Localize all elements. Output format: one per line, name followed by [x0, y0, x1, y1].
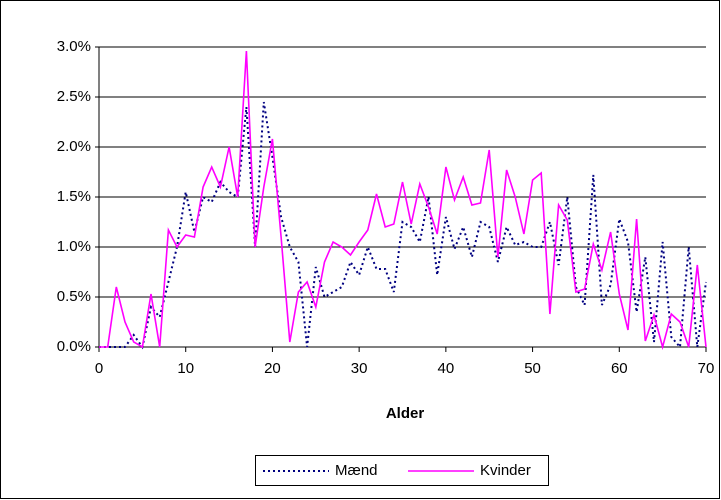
x-tick-label: 10	[177, 360, 194, 377]
series-line	[99, 101, 707, 350]
x-tick-label: 0	[95, 360, 103, 377]
series-line	[99, 50, 707, 351]
y-tick-label: 2.5%	[57, 88, 91, 105]
y-tick-label: 3.0%	[57, 38, 91, 55]
legend-label: Mænd	[335, 462, 378, 479]
legend-label: Kvinder	[480, 462, 531, 479]
x-tick-label: 40	[438, 360, 455, 377]
y-tick-label: 0.0%	[57, 338, 91, 355]
y-tick-label: 2.0%	[57, 138, 91, 155]
y-tick-label: 1.0%	[57, 238, 91, 255]
x-tick-label: 60	[611, 360, 628, 377]
x-tick-label: 30	[351, 360, 368, 377]
x-axis-label: Alder	[386, 405, 425, 422]
x-tick-label: 70	[698, 360, 715, 377]
x-tick-label: 20	[264, 360, 281, 377]
x-tick-label: 50	[524, 360, 541, 377]
y-tick-label: 1.5%	[57, 188, 91, 205]
y-tick-label: 0.5%	[57, 288, 91, 305]
